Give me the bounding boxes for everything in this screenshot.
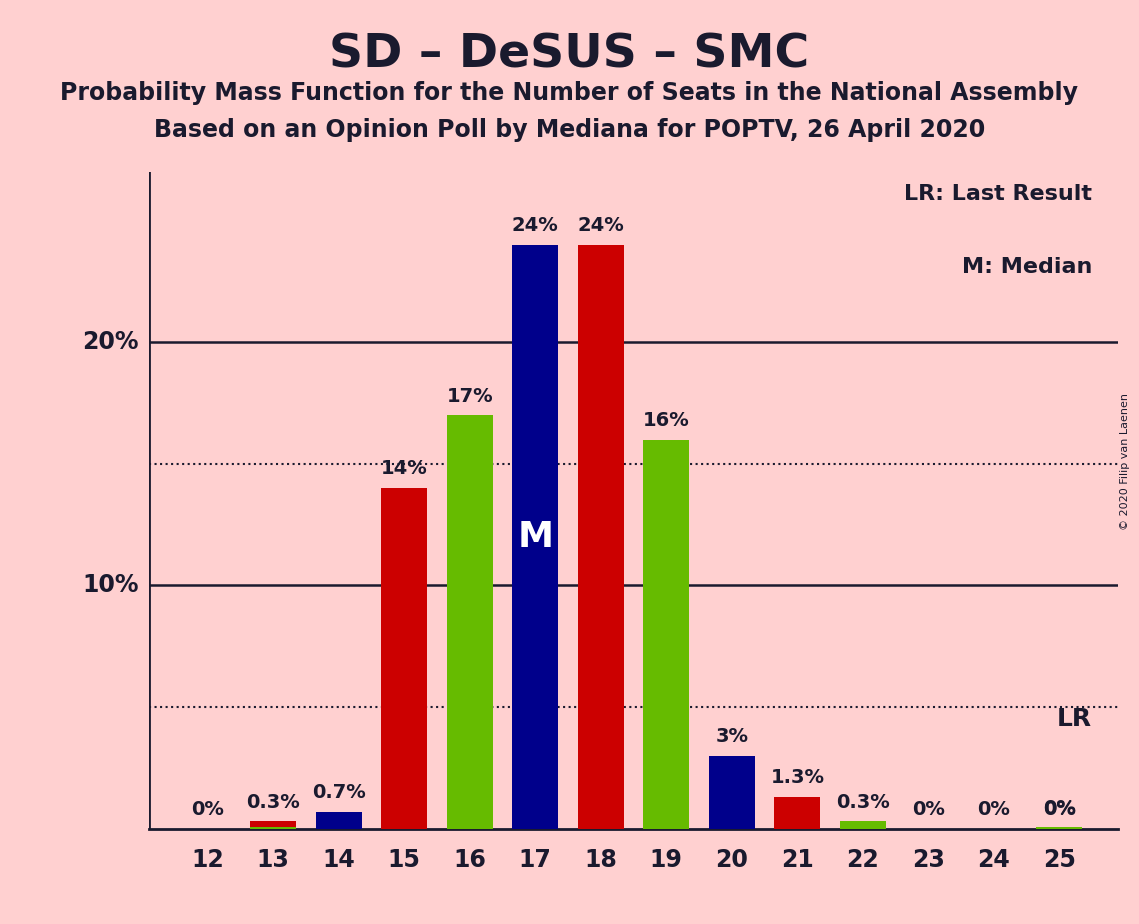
Bar [513, 245, 558, 829]
Text: 14%: 14% [380, 459, 427, 479]
Bar [251, 827, 296, 829]
Text: 17%: 17% [446, 386, 493, 406]
Text: 16%: 16% [642, 411, 690, 430]
Text: 0%: 0% [1043, 800, 1075, 819]
Text: 0%: 0% [977, 800, 1010, 819]
Text: 24%: 24% [577, 216, 624, 236]
Text: 20%: 20% [82, 330, 139, 354]
Bar [708, 756, 755, 829]
Bar [1036, 827, 1082, 829]
Text: Probability Mass Function for the Number of Seats in the National Assembly: Probability Mass Function for the Number… [60, 81, 1079, 105]
Bar [839, 821, 886, 829]
Bar [577, 245, 624, 829]
Text: SD – DeSUS – SMC: SD – DeSUS – SMC [329, 32, 810, 78]
Text: LR: Last Result: LR: Last Result [904, 184, 1092, 204]
Bar [446, 415, 493, 829]
Text: 0.3%: 0.3% [836, 793, 890, 811]
Bar [644, 440, 689, 829]
Text: © 2020 Filip van Laenen: © 2020 Filip van Laenen [1121, 394, 1130, 530]
Text: LR: LR [1057, 707, 1092, 731]
Text: 0%: 0% [191, 800, 224, 819]
Text: 24%: 24% [511, 216, 558, 236]
Text: 0.7%: 0.7% [312, 783, 366, 802]
Bar [316, 811, 362, 829]
Text: M: M [517, 520, 554, 553]
Text: 1.3%: 1.3% [770, 768, 825, 787]
Text: 0%: 0% [912, 800, 944, 819]
Text: Based on an Opinion Poll by Mediana for POPTV, 26 April 2020: Based on an Opinion Poll by Mediana for … [154, 118, 985, 142]
Text: 0%: 0% [1043, 798, 1075, 818]
Bar [775, 797, 820, 829]
Text: 10%: 10% [82, 574, 139, 598]
Text: 0.3%: 0.3% [246, 793, 301, 811]
Text: 3%: 3% [715, 727, 748, 746]
Bar [251, 821, 296, 829]
Text: M: Median: M: Median [961, 257, 1092, 277]
Bar [382, 488, 427, 829]
